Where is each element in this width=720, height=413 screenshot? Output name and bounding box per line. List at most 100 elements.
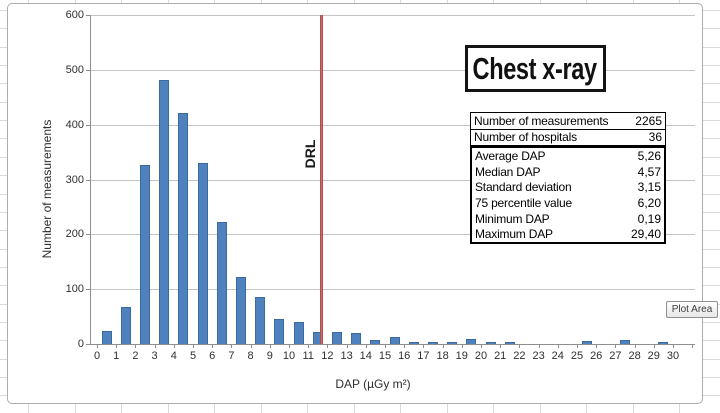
x-axis-tick <box>365 344 367 348</box>
x-tick-label: 3 <box>151 350 158 362</box>
x-tick-label: 17 <box>417 350 430 362</box>
worksheet-gridline <box>400 0 401 3</box>
worksheet-gridline <box>702 65 720 67</box>
y-axis <box>90 15 91 344</box>
stats-label: Minimum DAP <box>475 211 550 226</box>
bar[interactable] <box>581 341 592 344</box>
x-tick-label: 1 <box>113 350 120 362</box>
bar[interactable] <box>408 341 419 344</box>
x-tick-label: 14 <box>359 350 372 362</box>
worksheet-gridline <box>539 0 541 3</box>
x-axis-tick <box>538 344 540 348</box>
worksheet-gridline <box>702 211 720 213</box>
worksheet-gridline <box>702 358 720 360</box>
chart-title-box[interactable]: Chest x-ray <box>465 45 606 92</box>
worksheet-gridline <box>0 83 7 85</box>
worksheet-gridline <box>0 395 7 397</box>
bar[interactable] <box>351 333 362 344</box>
bar[interactable] <box>332 331 342 344</box>
stats-label: Average DAP <box>475 148 546 163</box>
x-tick-label: 6 <box>209 350 216 362</box>
worksheet-gridline <box>632 0 634 3</box>
x-tick-label: 16 <box>398 350 411 362</box>
stats-label: Median DAP <box>475 164 541 179</box>
worksheet-gridline <box>702 395 720 397</box>
worksheet-gridline <box>539 403 541 413</box>
bar[interactable] <box>466 338 477 344</box>
bar[interactable] <box>274 319 285 344</box>
x-axis-tick <box>116 344 118 348</box>
drl-line[interactable] <box>320 15 324 344</box>
bar[interactable] <box>428 341 438 344</box>
y-axis-tick <box>86 234 90 236</box>
stats-row: Standard deviation 3,15 <box>472 179 664 196</box>
worksheet-gridline <box>260 403 262 413</box>
x-axis-tick <box>577 344 578 348</box>
bar[interactable] <box>159 80 170 344</box>
worksheet-gridline <box>307 403 308 413</box>
bar[interactable] <box>485 341 496 344</box>
bar[interactable] <box>370 339 381 344</box>
x-axis-tick <box>250 344 252 348</box>
worksheet-gridline <box>0 138 7 140</box>
worksheet-gridline <box>702 230 720 232</box>
bar[interactable] <box>178 113 189 344</box>
stats-table[interactable]: Number of measurements 2265 Number of hosp… <box>470 112 666 244</box>
x-tick-label: 25 <box>570 350 584 362</box>
stats-table-dap: Average DAP 5,26 Median DAP 4,57 Standard de… <box>470 146 666 244</box>
stats-value: 5,26 <box>637 148 661 163</box>
x-tick-label: 11 <box>302 350 314 362</box>
chart-area[interactable]: 0 100 200 300 400 500 600 0 1 2 3 4 5 6 7 8 9 10 11 12 13 14 1… <box>7 3 703 404</box>
bar[interactable] <box>216 222 227 344</box>
worksheet-gridline <box>702 193 720 195</box>
x-axis-tick <box>615 344 617 348</box>
bar[interactable] <box>447 341 458 344</box>
bar[interactable] <box>658 341 669 344</box>
worksheet-gridline <box>260 0 262 3</box>
worksheet-gridline <box>702 138 720 140</box>
worksheet-gridline <box>702 46 720 48</box>
y-gridline <box>90 69 695 71</box>
drl-label: DRL <box>302 139 318 169</box>
bar[interactable] <box>504 341 515 344</box>
y-axis-tick <box>86 69 90 71</box>
bar[interactable] <box>389 337 400 344</box>
y-gridline <box>90 234 695 236</box>
x-axis-tick <box>653 344 655 348</box>
x-axis-tick <box>596 344 598 348</box>
bar[interactable] <box>120 306 131 344</box>
worksheet-gridline <box>0 10 7 11</box>
worksheet-gridline <box>74 0 76 3</box>
worksheet-gridline <box>0 230 7 232</box>
worksheet-gridline <box>702 340 720 342</box>
bar[interactable] <box>620 339 630 344</box>
x-tick-label: 29 <box>647 350 660 362</box>
bar[interactable] <box>197 163 208 344</box>
worksheet-gridline <box>493 0 494 3</box>
y-axis-tick <box>86 289 90 291</box>
x-axis-tick <box>481 344 482 348</box>
worksheet-gridline <box>702 83 720 85</box>
y-tick-label: 600 <box>65 9 84 21</box>
bar[interactable] <box>293 322 304 344</box>
worksheet-gridline <box>400 403 401 413</box>
worksheet-gridline <box>214 403 215 413</box>
worksheet-gridline <box>214 0 215 3</box>
bar[interactable] <box>101 331 112 344</box>
worksheet-gridline <box>0 65 7 67</box>
x-axis-tick <box>385 344 386 348</box>
worksheet-gridline <box>0 156 7 158</box>
y-axis-tick <box>86 15 90 16</box>
x-axis-tick <box>634 344 636 348</box>
bar[interactable] <box>140 164 150 344</box>
worksheet-gridline <box>493 403 494 413</box>
x-axis-tick <box>346 344 348 348</box>
x-axis-tick <box>692 344 694 348</box>
worksheet-gridline <box>121 0 122 3</box>
stats-row: Number of hospitals 36 <box>471 129 665 145</box>
stats-row: Maximum DAP 29,40 <box>472 226 664 243</box>
bar[interactable] <box>236 277 246 344</box>
bar[interactable] <box>255 297 266 344</box>
stats-label: 75 percentile value <box>475 195 572 210</box>
